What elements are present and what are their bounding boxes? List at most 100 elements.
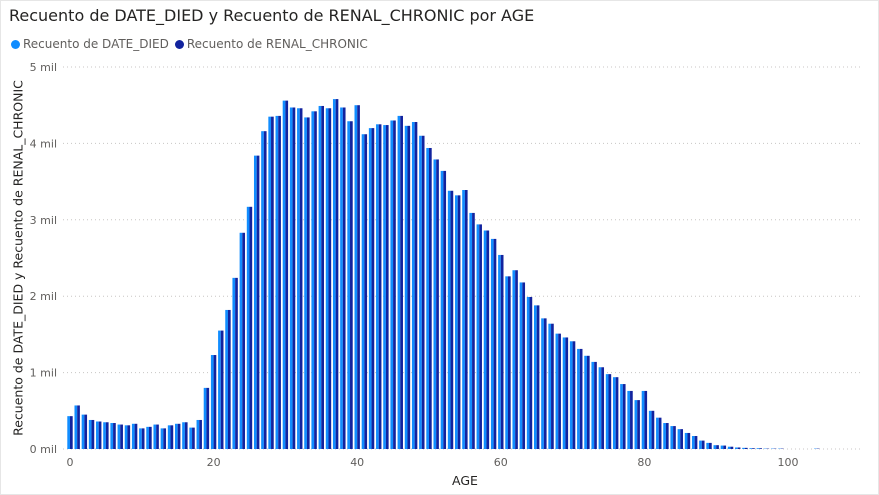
bar-renal-chronic[interactable] bbox=[321, 105, 324, 450]
bar-renal-chronic[interactable] bbox=[242, 232, 246, 449]
bar-renal-chronic[interactable] bbox=[658, 417, 662, 449]
bar-date-died[interactable] bbox=[591, 361, 595, 449]
bar-renal-chronic[interactable] bbox=[694, 436, 698, 449]
bar-renal-chronic[interactable] bbox=[436, 159, 439, 449]
bar-date-died[interactable] bbox=[376, 124, 379, 450]
bar-date-died[interactable] bbox=[684, 432, 688, 449]
bar-renal-chronic[interactable] bbox=[594, 361, 597, 449]
bar-date-died[interactable] bbox=[411, 122, 415, 450]
bar-renal-chronic[interactable] bbox=[479, 224, 482, 449]
bar-renal-chronic[interactable] bbox=[335, 99, 339, 449]
bar-renal-chronic[interactable] bbox=[608, 374, 612, 449]
bar-renal-chronic[interactable] bbox=[235, 277, 238, 449]
bar-date-died[interactable] bbox=[117, 424, 121, 449]
bar-date-died[interactable] bbox=[634, 400, 638, 449]
bar-date-died[interactable] bbox=[275, 115, 279, 450]
bar-date-died[interactable] bbox=[691, 436, 695, 449]
bar-renal-chronic[interactable] bbox=[543, 318, 547, 449]
bar-date-died[interactable] bbox=[196, 419, 200, 449]
bar-date-died[interactable] bbox=[490, 238, 494, 449]
bar-date-died[interactable] bbox=[562, 337, 566, 449]
bar-date-died[interactable] bbox=[210, 355, 214, 449]
bar-renal-chronic[interactable] bbox=[299, 108, 303, 450]
bar-date-died[interactable] bbox=[713, 445, 717, 449]
bar-date-died[interactable] bbox=[727, 446, 731, 449]
bar-renal-chronic[interactable] bbox=[148, 426, 152, 449]
bar-date-died[interactable] bbox=[519, 282, 523, 449]
bar-renal-chronic[interactable] bbox=[407, 125, 411, 449]
bar-date-died[interactable] bbox=[167, 425, 171, 449]
bar-date-died[interactable] bbox=[577, 348, 580, 449]
bar-date-died[interactable] bbox=[218, 330, 221, 449]
bar-renal-chronic[interactable] bbox=[744, 447, 748, 449]
bar-renal-chronic[interactable] bbox=[637, 400, 640, 449]
bar-renal-chronic[interactable] bbox=[443, 170, 447, 450]
bar-renal-chronic[interactable] bbox=[429, 147, 432, 449]
bar-renal-chronic[interactable] bbox=[256, 155, 260, 449]
bar-date-died[interactable] bbox=[699, 440, 702, 449]
bar-date-died[interactable] bbox=[189, 427, 193, 449]
bar-renal-chronic[interactable] bbox=[98, 421, 102, 449]
bar-date-died[interactable] bbox=[282, 100, 286, 449]
bar-date-died[interactable] bbox=[526, 296, 530, 449]
bar-renal-chronic[interactable] bbox=[314, 111, 317, 449]
bar-date-died[interactable] bbox=[81, 414, 85, 449]
bar-date-died[interactable] bbox=[153, 424, 157, 449]
bar-renal-chronic[interactable] bbox=[141, 428, 145, 449]
bar-renal-chronic[interactable] bbox=[120, 424, 123, 449]
bar-date-died[interactable] bbox=[476, 224, 480, 449]
bar-renal-chronic[interactable] bbox=[227, 309, 231, 449]
bar-date-died[interactable] bbox=[124, 425, 128, 449]
bar-date-died[interactable] bbox=[663, 423, 666, 449]
bar-date-died[interactable] bbox=[483, 230, 487, 449]
bar-renal-chronic[interactable] bbox=[709, 442, 712, 449]
bar-date-died[interactable] bbox=[182, 422, 185, 449]
bar-renal-chronic[interactable] bbox=[342, 107, 346, 449]
bar-renal-chronic[interactable] bbox=[113, 423, 116, 449]
bar-date-died[interactable] bbox=[289, 107, 293, 449]
bar-renal-chronic[interactable] bbox=[622, 384, 626, 449]
bar-date-died[interactable] bbox=[756, 448, 760, 449]
bar-date-died[interactable] bbox=[426, 147, 429, 449]
bar-renal-chronic[interactable] bbox=[385, 125, 389, 450]
bar-renal-chronic[interactable] bbox=[723, 445, 727, 449]
bar-date-died[interactable] bbox=[88, 419, 92, 449]
bar-renal-chronic[interactable] bbox=[199, 419, 202, 449]
bar-date-died[interactable] bbox=[246, 206, 250, 449]
bar-date-died[interactable] bbox=[656, 417, 659, 449]
bar-date-died[interactable] bbox=[253, 155, 257, 449]
bar-renal-chronic[interactable] bbox=[77, 405, 80, 449]
bar-date-died[interactable] bbox=[239, 232, 243, 449]
bar-renal-chronic[interactable] bbox=[220, 330, 224, 449]
bar-date-died[interactable] bbox=[110, 423, 114, 449]
bar-date-died[interactable] bbox=[96, 421, 99, 449]
bar-date-died[interactable] bbox=[390, 120, 394, 449]
bar-renal-chronic[interactable] bbox=[105, 422, 109, 449]
bar-renal-chronic[interactable] bbox=[579, 348, 583, 449]
bar-date-died[interactable] bbox=[584, 355, 587, 449]
bar-renal-chronic[interactable] bbox=[615, 377, 619, 449]
bar-date-died[interactable] bbox=[146, 426, 149, 449]
bar-renal-chronic[interactable] bbox=[464, 190, 468, 449]
bar-date-died[interactable] bbox=[505, 276, 508, 449]
bar-renal-chronic[interactable] bbox=[70, 416, 73, 449]
bar-date-died[interactable] bbox=[325, 108, 329, 450]
bar-date-died[interactable] bbox=[268, 116, 272, 449]
bar-date-died[interactable] bbox=[605, 374, 609, 449]
bar-renal-chronic[interactable] bbox=[170, 425, 174, 449]
bar-renal-chronic[interactable] bbox=[500, 254, 504, 449]
bar-renal-chronic[interactable] bbox=[393, 120, 396, 449]
bar-renal-chronic[interactable] bbox=[687, 432, 691, 449]
bar-date-died[interactable] bbox=[67, 416, 70, 449]
bar-renal-chronic[interactable] bbox=[737, 447, 741, 449]
bar-date-died[interactable] bbox=[462, 190, 465, 449]
bar-renal-chronic[interactable] bbox=[213, 355, 217, 449]
bar-date-died[interactable] bbox=[225, 309, 228, 449]
bar-date-died[interactable] bbox=[641, 390, 645, 449]
bar-date-died[interactable] bbox=[433, 159, 437, 449]
bar-renal-chronic[interactable] bbox=[486, 230, 490, 449]
bar-date-died[interactable] bbox=[368, 128, 372, 449]
bar-renal-chronic[interactable] bbox=[263, 131, 267, 449]
bar-date-died[interactable] bbox=[361, 134, 365, 449]
